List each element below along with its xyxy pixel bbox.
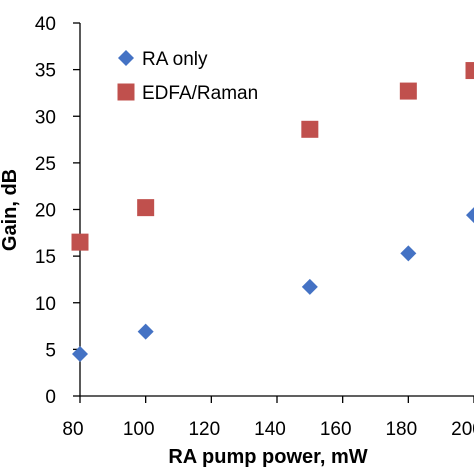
- series-ra-only: [72, 207, 474, 363]
- data-point: [400, 245, 417, 262]
- data-point: [465, 62, 474, 80]
- x-axis-title: RA pump power, mW: [168, 446, 367, 468]
- data-markers: [71, 62, 474, 363]
- y-tick-label: 35: [35, 61, 56, 82]
- legend-marker: [118, 50, 134, 66]
- data-point: [71, 233, 89, 251]
- data-point: [301, 278, 318, 295]
- x-tick-label: 200: [451, 419, 474, 440]
- x-tick-label: 180: [385, 419, 417, 440]
- y-tick-label: 10: [35, 294, 56, 315]
- x-tick-label: 140: [254, 419, 286, 440]
- x-tick-label: 80: [62, 419, 83, 440]
- legend: RA only EDFA/Raman: [117, 49, 258, 104]
- y-tick-label: 5: [45, 340, 56, 361]
- y-tick-label: 20: [35, 201, 56, 222]
- y-axis-ticks: 0 5 10 15 20 25 30 35 40: [35, 14, 80, 408]
- series-edfa-raman: [71, 62, 474, 251]
- legend-label: EDFA/Raman: [142, 83, 258, 104]
- y-axis-title: Gain, dB: [0, 169, 21, 251]
- legend-label: RA only: [142, 49, 208, 70]
- data-point: [137, 323, 154, 340]
- y-tick-label: 15: [35, 247, 56, 268]
- data-point: [399, 82, 417, 100]
- data-point: [466, 207, 474, 224]
- legend-marker: [117, 83, 135, 101]
- y-tick-label: 30: [35, 107, 56, 128]
- x-tick-label: 160: [320, 419, 352, 440]
- data-point: [301, 120, 319, 138]
- y-tick-label: 0: [45, 387, 56, 408]
- y-tick-label: 25: [35, 154, 56, 175]
- x-tick-label: 120: [188, 419, 220, 440]
- data-point: [137, 199, 155, 217]
- data-point: [72, 346, 88, 363]
- y-tick-label: 40: [35, 14, 56, 35]
- x-axis-ticks: 80 100 120 140 160 180 200: [62, 396, 474, 440]
- x-tick-label: 100: [123, 419, 155, 440]
